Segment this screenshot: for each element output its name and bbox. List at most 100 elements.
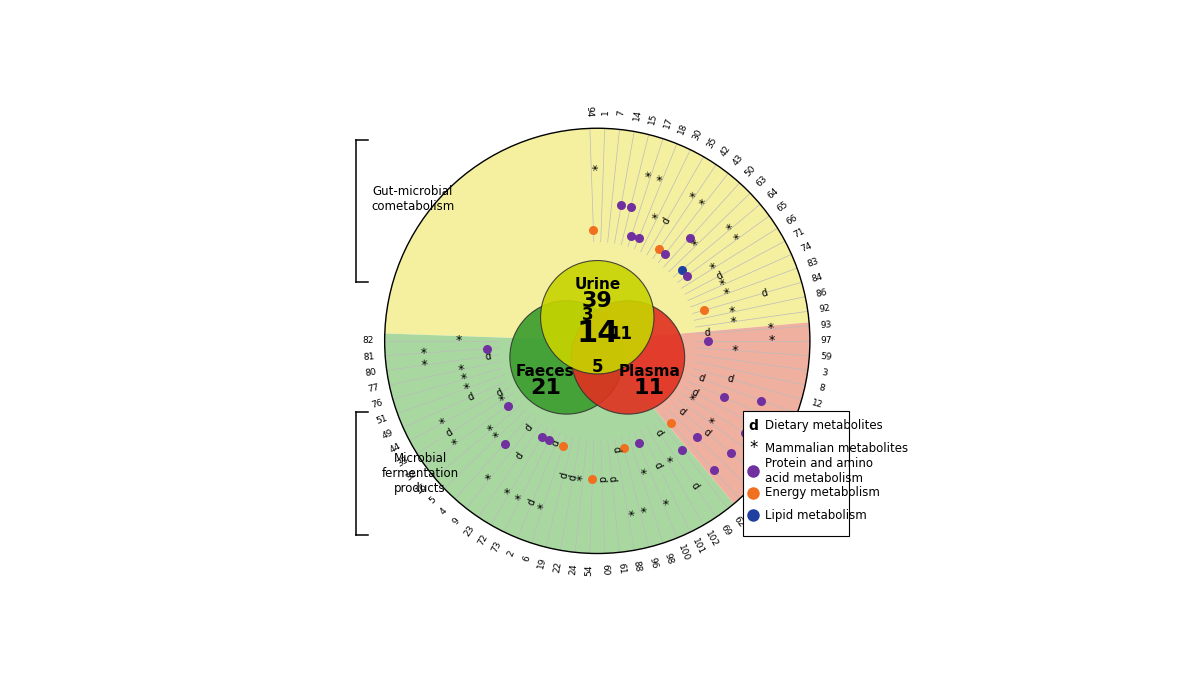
Text: *: *	[491, 430, 505, 443]
Text: 22: 22	[552, 560, 563, 573]
Text: Gut-microbial
cometabolism: Gut-microbial cometabolism	[371, 185, 455, 213]
Text: 39: 39	[582, 291, 613, 310]
Text: *: *	[725, 222, 738, 236]
Text: d: d	[660, 216, 672, 226]
Text: 33: 33	[396, 456, 410, 469]
Text: *: *	[644, 170, 659, 180]
Text: 34: 34	[799, 428, 814, 441]
Text: 11: 11	[610, 325, 632, 343]
Text: *: *	[632, 467, 647, 477]
Text: 24: 24	[569, 563, 578, 575]
Text: 93: 93	[820, 320, 832, 330]
Text: d: d	[652, 460, 664, 470]
Text: 43: 43	[731, 153, 745, 167]
Text: *: *	[576, 475, 589, 482]
Text: 80: 80	[364, 367, 377, 378]
Text: *: *	[749, 439, 757, 457]
Text: 100: 100	[676, 543, 690, 563]
Text: d: d	[558, 470, 570, 479]
Text: *: *	[728, 305, 737, 319]
Text: 7: 7	[617, 109, 626, 116]
Text: 82: 82	[362, 336, 374, 346]
Text: 5: 5	[427, 495, 438, 506]
Text: 6: 6	[521, 555, 532, 563]
Text: 98: 98	[662, 552, 674, 566]
Text: 3: 3	[582, 306, 594, 324]
Text: d: d	[704, 328, 710, 338]
Text: 14: 14	[576, 319, 618, 348]
Text: 4: 4	[439, 506, 449, 516]
Text: 61: 61	[616, 562, 626, 575]
Text: d: d	[526, 498, 538, 507]
Text: 16: 16	[414, 481, 430, 495]
Text: d: d	[701, 427, 712, 438]
Text: Protein and amino
acid metabolism: Protein and amino acid metabolism	[766, 456, 874, 485]
Text: *: *	[514, 492, 528, 504]
Text: *: *	[498, 392, 510, 406]
Text: 92: 92	[818, 304, 830, 315]
Text: 58: 58	[744, 504, 758, 518]
Text: 81: 81	[362, 352, 374, 362]
Text: *: *	[732, 344, 739, 357]
Text: 26: 26	[805, 413, 820, 425]
Text: d: d	[484, 351, 492, 362]
Text: d: d	[523, 423, 535, 433]
Text: *: *	[450, 436, 462, 450]
Text: Plasma: Plasma	[618, 364, 680, 379]
Text: 73: 73	[491, 540, 503, 554]
Text: d: d	[494, 387, 505, 399]
Text: d: d	[761, 287, 769, 298]
Text: 102: 102	[703, 530, 720, 549]
Text: 23: 23	[462, 524, 476, 538]
Text: 59: 59	[820, 352, 832, 362]
Text: *: *	[485, 423, 498, 437]
Text: 83: 83	[805, 256, 820, 269]
Text: *: *	[685, 392, 697, 406]
Text: 63: 63	[755, 174, 769, 189]
Text: 97: 97	[821, 336, 832, 346]
Text: Dietary metabolites: Dietary metabolites	[766, 419, 883, 433]
Text: 2: 2	[506, 549, 517, 558]
Text: 69: 69	[719, 524, 732, 538]
Text: 47: 47	[766, 481, 780, 495]
Text: 64: 64	[766, 186, 780, 200]
Text: 35: 35	[706, 135, 719, 150]
Text: d: d	[598, 476, 607, 482]
Text: 3: 3	[821, 368, 828, 377]
Polygon shape	[598, 323, 810, 504]
Text: 18: 18	[677, 122, 690, 136]
Text: 17: 17	[662, 116, 674, 130]
Text: *: *	[722, 286, 732, 301]
Text: 44: 44	[388, 442, 402, 455]
Text: *: *	[659, 454, 673, 466]
Text: d: d	[677, 406, 688, 418]
Text: 8: 8	[817, 383, 826, 394]
Text: d: d	[689, 480, 701, 491]
Text: 51: 51	[374, 413, 389, 425]
Text: *: *	[655, 174, 670, 184]
Text: 77: 77	[366, 383, 379, 394]
Text: d: d	[514, 450, 526, 461]
Text: *: *	[703, 415, 715, 429]
Text: *: *	[650, 211, 665, 222]
Text: 94: 94	[584, 106, 594, 117]
Text: *: *	[421, 358, 428, 372]
Text: 12: 12	[811, 398, 824, 410]
Text: d: d	[653, 427, 665, 438]
Text: 46: 46	[775, 468, 790, 483]
Text: 45: 45	[785, 456, 799, 469]
Text: Mammalian metabolites: Mammalian metabolites	[766, 441, 908, 455]
Text: *: *	[632, 506, 647, 514]
Text: 14: 14	[631, 109, 642, 121]
Text: 54: 54	[584, 564, 594, 576]
Text: *: *	[768, 334, 775, 348]
Text: 74: 74	[799, 241, 814, 254]
Text: 1: 1	[601, 109, 610, 115]
Text: 66: 66	[785, 213, 799, 226]
Circle shape	[540, 261, 654, 374]
Circle shape	[510, 301, 623, 414]
Text: d: d	[568, 473, 578, 481]
Text: 15: 15	[647, 112, 659, 125]
Text: d: d	[444, 427, 455, 439]
Text: Microbial
fermentation
products: Microbial fermentation products	[382, 452, 458, 495]
